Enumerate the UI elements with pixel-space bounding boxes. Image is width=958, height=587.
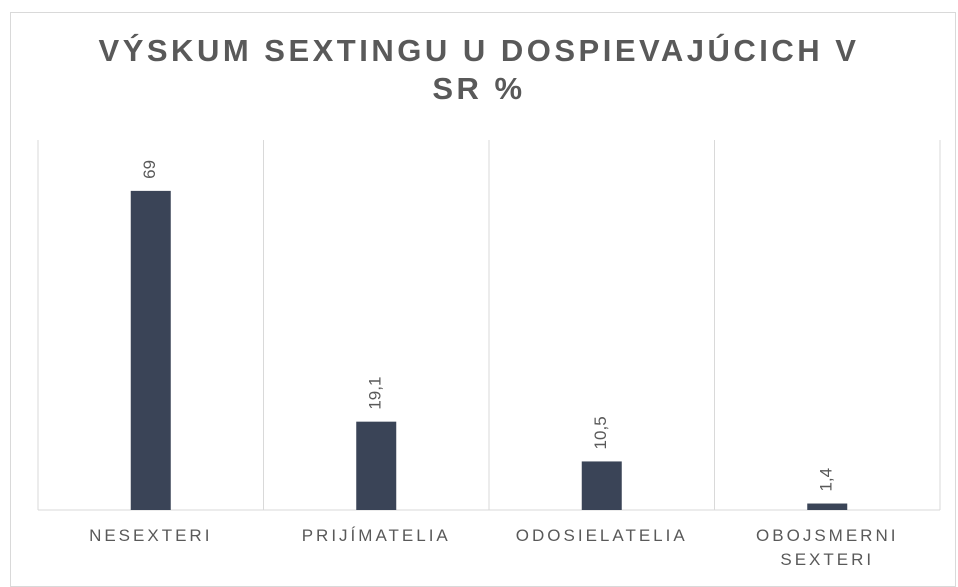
x-tick-label: PRIJÍMATELIA [301, 526, 451, 545]
x-tick-label: NESEXTERI [89, 526, 213, 545]
chart-title: VÝSKUM SEXTINGU U DOSPIEVAJÚCICH V SR % [98, 33, 860, 106]
bar [130, 190, 171, 510]
data-label: 1,4 [817, 468, 836, 492]
bar [807, 503, 848, 510]
data-label: 69 [140, 160, 159, 179]
x-tick-label: ODOSIELATELIA [515, 526, 688, 545]
bar [356, 421, 397, 510]
bar [581, 461, 622, 510]
data-label: 19,1 [366, 377, 385, 410]
data-label: 10,5 [591, 416, 610, 449]
x-tick-label: OBOJSMERNI SEXTERI [756, 526, 899, 569]
